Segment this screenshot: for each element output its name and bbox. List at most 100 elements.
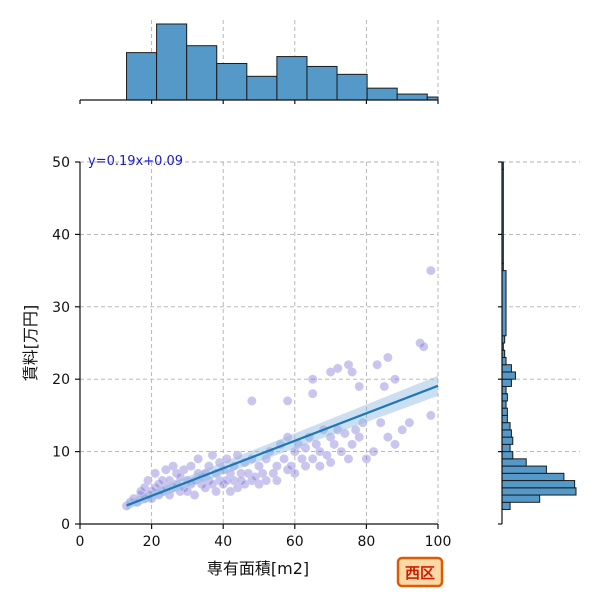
x-tick-label: 0 (76, 534, 85, 550)
scatter-point (222, 476, 232, 486)
x-hist-bar (276, 56, 308, 101)
district-badge-text: 西区 (405, 564, 435, 582)
scatter-point (361, 454, 371, 464)
scatter-point (354, 381, 364, 391)
y-hist-bar (501, 407, 508, 416)
scatter-point (250, 472, 260, 482)
x-tick-label: 80 (357, 534, 375, 550)
scatter-point (376, 418, 386, 428)
scatter-point (301, 461, 311, 471)
y-axis-label: 賃料[万円] (21, 305, 40, 382)
scatter-point (175, 472, 185, 482)
scatter-point (326, 432, 336, 442)
scatter-point (322, 450, 332, 460)
scatter-point (354, 432, 364, 442)
x-hist-bar (186, 45, 218, 101)
scatter-point (290, 468, 300, 478)
scatter-point (190, 490, 200, 500)
y-hist-bar (501, 393, 508, 402)
y-hist-bar (501, 451, 514, 460)
x-tick-label: 100 (425, 534, 452, 550)
scatter-point (311, 439, 321, 449)
scatter-point (165, 476, 174, 486)
scatter-point (229, 476, 239, 486)
y-hist-bar (501, 487, 577, 496)
scatter-point (193, 454, 203, 464)
scatter-point (369, 447, 379, 457)
scatter-point (308, 374, 318, 384)
scatter-point (247, 396, 257, 406)
y-hist-bar (501, 443, 511, 453)
scatter-point (211, 486, 221, 496)
x-hist-bar (366, 87, 398, 101)
x-hist-bar (336, 73, 368, 101)
regression-line (126, 375, 439, 510)
scatter-point (200, 483, 210, 493)
scatter-point (258, 468, 268, 478)
scatter-point (340, 429, 350, 438)
scatter-point (297, 454, 307, 464)
scatter-point (279, 454, 289, 464)
x-tick-label: 20 (143, 534, 161, 550)
scatter-point (204, 461, 214, 471)
scatter-point (207, 450, 217, 460)
district-badge: 西区 (396, 556, 444, 588)
scatter-point (315, 447, 325, 457)
scatter-point (168, 461, 178, 471)
scatter-point (268, 468, 278, 478)
scatter-point (254, 479, 264, 489)
scatter-point (329, 439, 339, 449)
y-tick-label: 50 (52, 155, 70, 171)
y-hist-bar (501, 458, 527, 467)
scatter-point (383, 352, 393, 362)
scatter-point (254, 461, 264, 471)
y-hist-bar (501, 436, 514, 445)
scatter-point (326, 367, 336, 377)
scatter-point (390, 374, 400, 384)
y-hist-bar (501, 429, 512, 438)
y-hist-bar (501, 400, 507, 409)
scatter-point (290, 447, 300, 457)
scatter-point (233, 483, 243, 493)
x-marginal-histogram (79, 20, 439, 104)
scatter-point (243, 468, 253, 478)
y-hist-bar (501, 414, 508, 424)
scatter-points (122, 266, 436, 511)
y-hist-bar (501, 371, 516, 380)
x-hist-bar (126, 52, 158, 101)
x-hist-bar (216, 62, 248, 101)
scatter-point (333, 363, 343, 373)
scatter-point (157, 476, 167, 486)
scatter-point (179, 465, 189, 475)
y-marginal-histogram (498, 161, 580, 525)
x-hist-bar (306, 65, 338, 101)
scatter-point (358, 418, 368, 428)
scatter-point (272, 476, 282, 486)
scatter-point (261, 454, 271, 464)
y-hist-bar (501, 472, 565, 482)
scatter-point (301, 443, 311, 453)
x-tick-label: 60 (286, 534, 304, 550)
scatter-point (336, 447, 346, 457)
regression-fit-line (126, 384, 439, 507)
y-hist-bar (501, 501, 511, 511)
scatter-point (186, 461, 196, 471)
scatter-point (261, 476, 271, 486)
y-hist-bar (501, 270, 507, 337)
scatter-point (225, 468, 235, 478)
y-hist-bar (501, 465, 547, 474)
x-hist-bar (156, 23, 188, 101)
scatter-point (286, 461, 296, 471)
scatter-point (236, 468, 246, 478)
y-hist-bar (501, 364, 512, 373)
scatter-point (161, 465, 171, 475)
y-tick-label: 20 (52, 372, 70, 388)
scatter-point (283, 396, 293, 406)
scatter-point (240, 479, 250, 489)
scatter-point (347, 367, 357, 377)
scatter-point (207, 479, 217, 489)
scatter-point (390, 439, 400, 449)
y-hist-bar (501, 480, 576, 489)
scatter-point (182, 486, 192, 496)
